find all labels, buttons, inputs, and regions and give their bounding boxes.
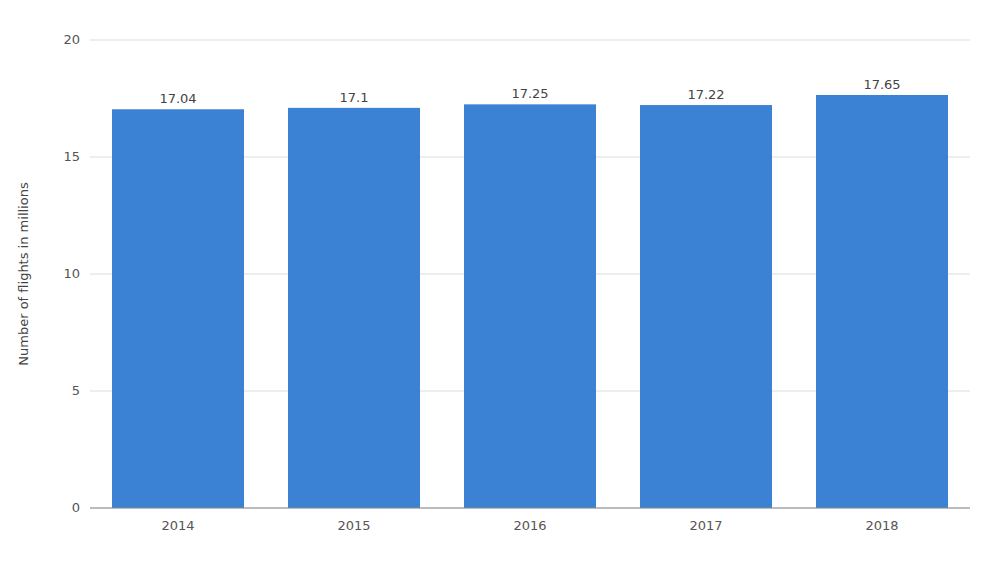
data-label: 17.25 bbox=[511, 86, 548, 101]
y-ticks: 0 5 10 15 20 bbox=[63, 32, 80, 515]
bar bbox=[112, 109, 244, 508]
data-labels: 17.04 17.1 17.25 17.22 17.65 bbox=[159, 77, 900, 106]
y-tick-label: 20 bbox=[63, 32, 80, 47]
y-tick-label: 10 bbox=[63, 266, 80, 281]
x-tick-label: 2015 bbox=[337, 518, 370, 533]
x-tick-label: 2016 bbox=[513, 518, 546, 533]
x-tick-label: 2017 bbox=[689, 518, 722, 533]
x-tick-label: 2018 bbox=[865, 518, 898, 533]
data-label: 17.04 bbox=[159, 91, 196, 106]
data-label: 17.22 bbox=[687, 87, 724, 102]
y-tick-label: 0 bbox=[72, 500, 80, 515]
bar bbox=[816, 95, 948, 508]
y-tick-label: 15 bbox=[63, 149, 80, 164]
bar bbox=[640, 105, 772, 508]
x-ticks: 2014 2015 2016 2017 2018 bbox=[161, 518, 898, 533]
y-tick-label: 5 bbox=[72, 383, 80, 398]
grid-line bbox=[90, 40, 970, 41]
chart: 0 5 10 15 20 17.04 17.1 17.25 17.22 17.65 2014 2015… bbox=[0, 0, 1000, 563]
y-axis-label: Number of flights in millions bbox=[16, 182, 31, 366]
grid-line bbox=[90, 508, 970, 509]
data-label: 17.1 bbox=[340, 90, 369, 105]
bars bbox=[112, 95, 948, 508]
grid bbox=[90, 40, 970, 508]
bar bbox=[288, 108, 420, 508]
x-tick-label: 2014 bbox=[161, 518, 194, 533]
data-label: 17.65 bbox=[863, 77, 900, 92]
bar bbox=[464, 104, 596, 508]
x-axis-line bbox=[90, 508, 970, 509]
